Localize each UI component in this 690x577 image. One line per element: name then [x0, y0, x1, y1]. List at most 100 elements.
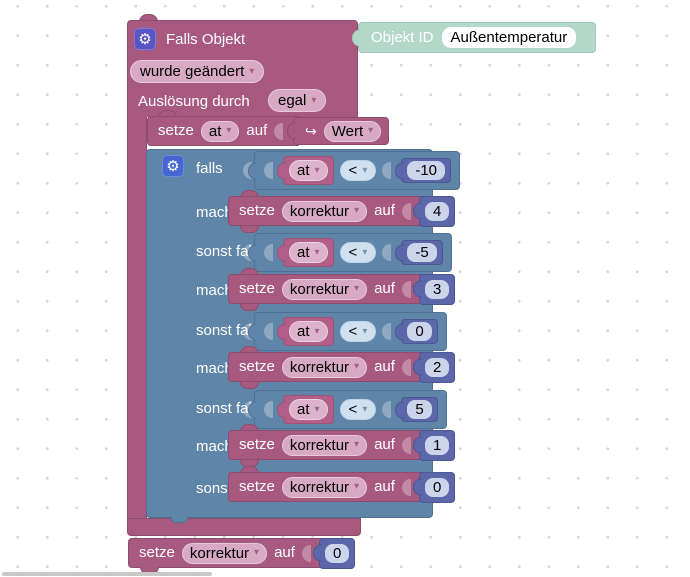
left-operand-socket — [264, 323, 273, 340]
number-block[interactable]: -5 — [401, 240, 443, 265]
value-socket — [401, 202, 411, 220]
number-field[interactable]: 4 — [424, 201, 450, 221]
chevron-down-icon: ▾ — [311, 94, 317, 106]
objekt-id-block[interactable]: Objekt ID Außentemperatur — [358, 22, 596, 53]
chevron-down-icon: ▾ — [362, 164, 368, 176]
compare-block[interactable]: at ▾ < ▾ -10 — [254, 151, 461, 190]
wert-dropdown-value: Wert — [331, 122, 364, 140]
value-socket — [401, 280, 411, 298]
variable-dropdown[interactable]: korrektur ▾ — [281, 476, 368, 498]
value-socket — [274, 122, 284, 140]
final-set-variable-block[interactable]: setze korrektur ▾ auf 0 — [128, 537, 356, 569]
set-label: setze — [239, 436, 275, 453]
if-label: falls — [196, 160, 223, 177]
variable-name: at — [297, 244, 310, 261]
compare-block[interactable]: at ▾ < ▾ 5 — [254, 390, 447, 429]
chevron-down-icon: ▾ — [314, 164, 320, 176]
variable-dropdown[interactable]: korrektur ▾ — [281, 278, 368, 300]
trigger-block-title: Falls Objekt — [166, 31, 246, 48]
set-variable-block[interactable]: setze korrektur ▾ auf 0 — [228, 471, 456, 503]
variable-dropdown[interactable]: at ▾ — [289, 321, 328, 342]
set-variable-block[interactable]: setze korrektur ▾ auf 4 — [228, 195, 456, 227]
chevron-down-icon: ▾ — [354, 361, 360, 372]
wert-value-block[interactable]: ↪ Wert ▾ — [293, 117, 390, 145]
compare-block[interactable]: at ▾ < ▾ -5 — [254, 233, 452, 272]
set-variable-block[interactable]: setze korrektur ▾ auf 2 — [228, 351, 456, 383]
chevron-down-icon: ▾ — [354, 481, 360, 492]
number-block[interactable]: 4 — [418, 195, 456, 227]
operator-value: < — [348, 244, 358, 261]
variable-dropdown[interactable]: korrektur ▾ — [281, 356, 368, 378]
set-label: setze — [239, 358, 275, 375]
number-field[interactable]: 0 — [407, 322, 432, 341]
set-variable-block[interactable]: setze korrektur ▾ auf 3 — [228, 273, 456, 305]
right-operand-socket — [382, 162, 392, 179]
number-block[interactable]: 5 — [401, 397, 438, 422]
right-operand-socket — [382, 244, 392, 261]
number-field[interactable]: -10 — [407, 161, 446, 180]
set-at-block[interactable]: setze at ▾ auf — [147, 116, 301, 146]
variable-dropdown[interactable]: korrektur ▾ — [281, 434, 368, 456]
variable-name: at — [208, 122, 222, 140]
variable-block[interactable]: at ▾ — [283, 395, 334, 424]
operator-dropdown[interactable]: < ▾ — [339, 399, 377, 420]
compare-block[interactable]: at ▾ < ▾ 0 — [254, 312, 447, 351]
number-block[interactable]: 0 — [418, 471, 456, 503]
event-dropdown[interactable]: wurde geändert ▾ — [130, 60, 265, 83]
right-operand-socket — [382, 401, 392, 418]
variable-dropdown[interactable]: korrektur ▾ — [281, 200, 368, 222]
number-field[interactable]: 0 — [324, 543, 350, 563]
operator-value: < — [348, 323, 358, 340]
to-label: auf — [374, 478, 395, 495]
variable-block[interactable]: at ▾ — [283, 317, 334, 346]
number-field[interactable]: 5 — [407, 400, 432, 419]
mutator-gear-icon[interactable]: ⚙ — [134, 28, 156, 50]
event-dropdown-value: wurde geändert — [140, 63, 245, 80]
set-label: setze — [239, 202, 275, 219]
operator-dropdown[interactable]: < ▾ — [339, 160, 377, 181]
variable-dropdown[interactable]: at ▾ — [289, 242, 328, 263]
number-block[interactable]: 1 — [418, 429, 456, 461]
number-field[interactable]: 1 — [424, 435, 450, 455]
chevron-down-icon: ▾ — [314, 325, 320, 337]
elseif-label: sonst falls — [196, 400, 263, 417]
number-block[interactable]: 2 — [418, 351, 456, 383]
trigger-by-dropdown[interactable]: egal ▾ — [268, 89, 327, 112]
chevron-down-icon: ▾ — [354, 439, 360, 450]
right-operand-socket — [382, 323, 392, 340]
value-socket — [401, 436, 411, 454]
variable-dropdown[interactable]: at ▾ — [289, 399, 328, 420]
variable-dropdown[interactable]: at ▾ — [200, 120, 240, 142]
operator-dropdown[interactable]: < ▾ — [339, 242, 377, 263]
variable-name: korrektur — [289, 436, 350, 454]
wert-dropdown[interactable]: Wert ▾ — [323, 120, 382, 142]
number-field[interactable]: -5 — [407, 243, 437, 262]
variable-block[interactable]: at ▾ — [283, 156, 334, 185]
to-label: auf — [374, 358, 395, 375]
number-field[interactable]: 3 — [424, 279, 450, 299]
variable-dropdown[interactable]: korrektur ▾ — [181, 542, 268, 564]
chevron-down-icon: ▾ — [362, 325, 368, 337]
chevron-down-icon: ▾ — [226, 125, 232, 136]
trigger-block-bottom-strip — [127, 518, 361, 536]
chevron-down-icon: ▾ — [354, 205, 360, 216]
objekt-id-label: Objekt ID — [371, 28, 434, 46]
number-block[interactable]: 0 — [401, 319, 438, 344]
set-variable-block[interactable]: setze korrektur ▾ auf 1 — [228, 429, 456, 461]
variable-dropdown[interactable]: at ▾ — [289, 160, 328, 181]
horizontal-scrollbar[interactable] — [2, 572, 212, 576]
variable-name: at — [297, 162, 310, 179]
variable-block[interactable]: at ▾ — [283, 238, 334, 267]
number-block[interactable]: -10 — [401, 158, 452, 183]
value-arrow-icon: ↪ — [305, 123, 317, 139]
number-block[interactable]: 0 — [318, 537, 356, 569]
objekt-id-field[interactable]: Außentemperatur — [441, 27, 577, 48]
left-operand-socket — [264, 244, 273, 261]
if-mutator-gear-icon[interactable]: ⚙ — [162, 155, 184, 177]
number-field[interactable]: 0 — [424, 477, 450, 497]
number-block[interactable]: 3 — [418, 273, 456, 305]
left-operand-socket — [264, 401, 273, 418]
operator-dropdown[interactable]: < ▾ — [339, 321, 377, 342]
number-field[interactable]: 2 — [424, 357, 450, 377]
